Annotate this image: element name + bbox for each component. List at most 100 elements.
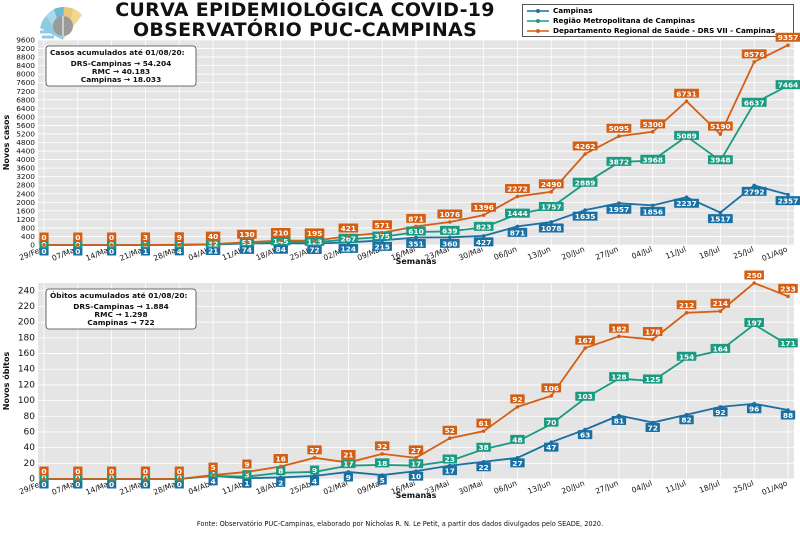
data-label: 22 <box>478 463 488 472</box>
data-label-box <box>406 226 426 236</box>
data-label-box <box>544 442 559 452</box>
data-label-box <box>242 470 252 480</box>
x-tick-label: 01/Ago <box>760 478 789 497</box>
data-label-box <box>674 198 699 208</box>
data-point <box>42 477 46 481</box>
data-label: 4 <box>177 247 182 256</box>
x-tick-label: 27/Jun <box>594 244 620 261</box>
data-point <box>583 346 587 350</box>
data-point <box>684 99 689 104</box>
data-label-box <box>374 458 390 468</box>
y-tick-label: 7200 <box>16 87 35 96</box>
data-label: 92 <box>512 395 522 404</box>
data-label-box <box>505 208 530 218</box>
y-tick-label: 220 <box>18 302 35 312</box>
x-tick-label: 13/Jun <box>526 478 552 495</box>
data-label: 871 <box>510 228 525 237</box>
data-label: 427 <box>476 238 491 247</box>
data-label: 61 <box>478 419 488 428</box>
data-label: 2490 <box>541 180 562 189</box>
data-label-box <box>174 466 184 476</box>
legend: Campinas Região Metropolitana de Campina… <box>522 4 794 37</box>
annotation-line: RMC → 1.298 <box>94 310 147 319</box>
data-label: 5 <box>211 463 216 472</box>
data-label: 164 <box>713 344 728 353</box>
data-point <box>549 190 554 194</box>
data-label: 0 <box>75 480 80 489</box>
data-label-box <box>577 430 593 440</box>
y-tick-label: 5600 <box>16 121 35 130</box>
y-tick-label: 8000 <box>16 70 35 79</box>
data-point <box>177 243 182 247</box>
annotation-line: Campinas → 722 <box>87 318 154 327</box>
data-label: 7464 <box>778 81 799 90</box>
data-label: 0 <box>177 480 182 489</box>
y-tick-label: 0 <box>30 241 35 250</box>
data-label-box <box>309 476 320 486</box>
data-label: 212 <box>679 301 694 310</box>
data-point <box>650 130 655 134</box>
data-label: 0 <box>75 233 80 242</box>
data-label-box <box>208 462 218 472</box>
data-label: 21 <box>208 247 218 256</box>
title-line-2: OBSERVATÓRIO PUC-CAMPINAS <box>132 19 478 41</box>
data-label: 2357 <box>778 197 799 206</box>
data-label-box <box>744 318 764 328</box>
data-label-box <box>140 246 151 256</box>
data-label-box <box>473 221 494 231</box>
data-label-box <box>775 196 800 206</box>
data-label: 375 <box>374 232 389 241</box>
data-label-box <box>510 434 525 444</box>
data-label: 1078 <box>541 224 562 233</box>
y-tick-label: 9600 <box>16 36 35 45</box>
data-label-box <box>442 454 458 464</box>
data-label-box <box>538 179 564 189</box>
observatorio-logo <box>40 6 82 40</box>
data-label-box <box>372 220 392 230</box>
data-point <box>278 464 283 469</box>
data-label-box <box>372 231 392 241</box>
y-tick-label: 6000 <box>16 112 35 121</box>
y-tick-label: 3200 <box>16 172 35 181</box>
data-label-box <box>741 97 767 107</box>
data-label-box <box>276 477 286 487</box>
data-label-box <box>338 233 359 243</box>
data-label: 81 <box>614 416 624 425</box>
data-label-box <box>304 228 325 238</box>
data-label-box <box>343 472 353 482</box>
data-label: 167 <box>577 336 592 345</box>
y-tick-label: 8400 <box>16 61 35 70</box>
data-label: 125 <box>645 375 660 384</box>
y-axis-label: Novos casos <box>2 114 11 170</box>
data-label: 2 <box>278 478 283 487</box>
data-label: 48 <box>512 435 522 444</box>
data-label-box <box>174 232 184 242</box>
x-tick-label: 11/Jul <box>664 479 687 495</box>
y-tick-label: 6400 <box>16 104 35 113</box>
x-tick-label: 30/Mai <box>457 245 484 263</box>
data-point <box>76 243 80 247</box>
data-label-box <box>471 202 497 212</box>
y-tick-label: 2400 <box>16 189 35 198</box>
data-label: 9 <box>312 466 317 475</box>
data-label-box <box>307 445 322 455</box>
data-label-box <box>541 383 562 393</box>
x-tick-label: 13/Jun <box>526 244 552 261</box>
data-label-box <box>476 462 491 472</box>
data-label: 32 <box>377 442 387 451</box>
x-tick-label: 06/Jun <box>492 478 518 495</box>
data-label-box <box>575 391 595 401</box>
data-label-box <box>73 479 83 489</box>
chart-1: 0400800120016002000240028003200360040004… <box>2 32 800 266</box>
data-label: 1957 <box>609 205 630 214</box>
data-point <box>786 294 790 299</box>
data-label: 18 <box>377 459 387 468</box>
data-point <box>177 477 182 481</box>
data-label-box <box>270 228 291 238</box>
y-tick-label: 8800 <box>16 53 35 62</box>
data-point <box>549 394 554 398</box>
data-label-box <box>544 417 559 427</box>
data-label: 2889 <box>575 178 596 187</box>
